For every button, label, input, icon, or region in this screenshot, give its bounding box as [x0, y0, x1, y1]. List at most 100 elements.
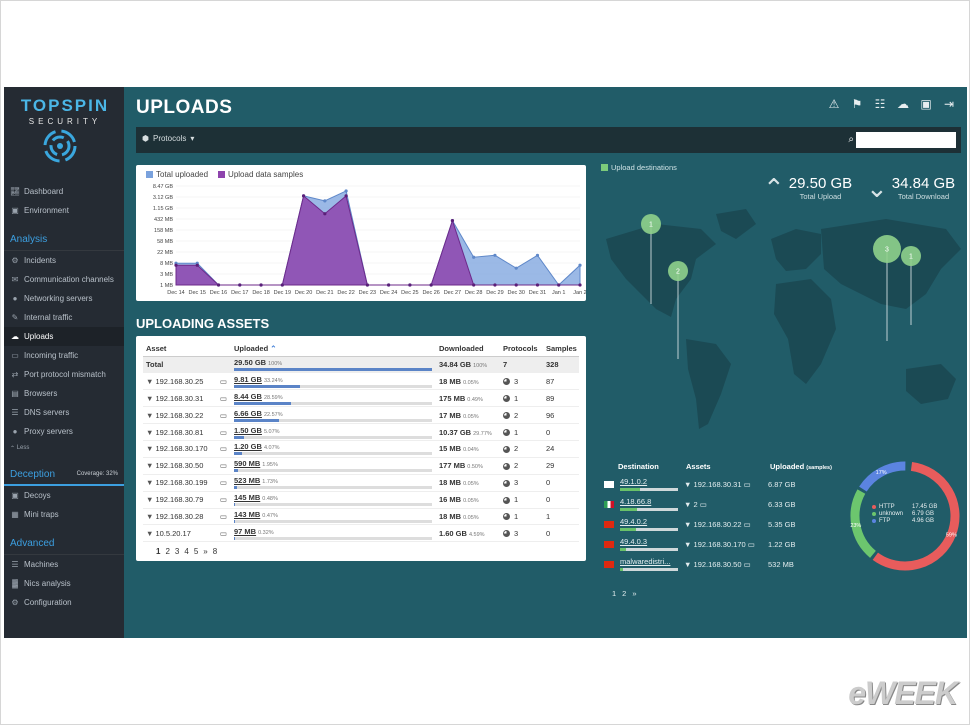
- table-row[interactable]: ▼ 192.168.30.28 ▭ 143 MB 0.47% 18 MB 0.05% 1 1: [143, 508, 579, 526]
- page-link[interactable]: 2: [165, 547, 170, 556]
- asset-cell[interactable]: ▼ 192.168.30.22 ▭: [143, 406, 231, 425]
- sidebar-item-machines[interactable]: ☰ Machines: [4, 555, 124, 574]
- data-point[interactable]: [408, 283, 412, 287]
- destination-row[interactable]: 49.1.0.2 ▼ 192.168.30.31 ▭ 6.87 GB: [600, 474, 850, 494]
- uploaded-value[interactable]: 143 MB: [234, 509, 261, 519]
- table-row[interactable]: ▼ 192.168.30.199 ▭ 523 MB 1.73% 18 MB 0.05% 3 0: [143, 474, 579, 492]
- sidebar-item-uploads[interactable]: ☁ Uploads: [4, 327, 124, 346]
- sidebar-item-browsers[interactable]: ▤ Browsers: [4, 384, 124, 403]
- donut-slice-unknown[interactable]: [850, 489, 876, 558]
- cloud-check-icon[interactable]: ☁: [897, 97, 909, 111]
- col-asset[interactable]: Asset: [143, 341, 231, 357]
- monitor-icon[interactable]: ▭: [219, 478, 227, 488]
- uploaded-value[interactable]: 97 MB: [234, 526, 257, 536]
- filter-icon[interactable]: ▼: [146, 427, 154, 437]
- data-point[interactable]: [344, 189, 348, 193]
- sidebar-item-communication-channels[interactable]: ✉ Communication channels: [4, 270, 124, 289]
- legend-upload-samples[interactable]: Upload data samples: [218, 170, 303, 179]
- data-point[interactable]: [578, 283, 582, 287]
- sidebar-item-environment[interactable]: ▣ Environment: [4, 201, 124, 220]
- search-icon[interactable]: ⌕: [848, 134, 854, 145]
- data-point[interactable]: [323, 199, 327, 203]
- donut-slice-http[interactable]: [872, 461, 960, 571]
- legend-total-uploaded[interactable]: Total uploaded: [146, 170, 208, 179]
- destination-row[interactable]: 4.18.66.8 ▼ 2 ▭ 6.33 GB: [600, 494, 850, 514]
- search-input[interactable]: [856, 132, 956, 148]
- table-row[interactable]: ▼ 192.168.30.79 ▭ 145 MB 0.48% 16 MB 0.05% 1 0: [143, 491, 579, 509]
- page-link[interactable]: 4: [184, 547, 189, 556]
- uploaded-value[interactable]: 9.81 GB: [234, 374, 262, 384]
- logout-icon[interactable]: ⇥: [943, 97, 955, 111]
- data-point[interactable]: [514, 283, 518, 287]
- col-destination[interactable]: Destination: [618, 461, 659, 471]
- data-point[interactable]: [387, 283, 391, 287]
- pie-chart-icon[interactable]: [503, 378, 510, 386]
- filter-icon[interactable]: ▼: [146, 478, 154, 488]
- page-link[interactable]: »: [203, 547, 208, 556]
- asset-cell[interactable]: ▼ 10.5.20.17 ▭: [143, 524, 231, 543]
- uploaded-value[interactable]: 590 MB: [234, 459, 261, 469]
- sidebar-item-dns-servers[interactable]: ☰ DNS servers: [4, 403, 124, 422]
- pie-chart-icon[interactable]: [503, 412, 510, 420]
- pie-chart-icon[interactable]: [503, 496, 510, 504]
- sidebar-item-proxy-servers[interactable]: ● Proxy servers: [4, 422, 124, 441]
- monitor-icon[interactable]: ▭: [219, 427, 227, 437]
- col-uploaded[interactable]: Uploaded ⌃: [231, 341, 436, 357]
- camera-icon[interactable]: ▣: [920, 97, 932, 111]
- filter-icon[interactable]: ▼: [146, 528, 154, 538]
- sidebar-item-incidents[interactable]: ⚙ Incidents: [4, 251, 124, 270]
- monitor-icon[interactable]: ▭: [219, 410, 227, 420]
- destination-marker[interactable]: [901, 246, 921, 266]
- data-point[interactable]: [450, 219, 455, 223]
- dest-asset[interactable]: 192.168.30.170: [693, 539, 746, 549]
- pie-chart-icon[interactable]: [503, 429, 510, 437]
- asset-cell[interactable]: ▼ 192.168.30.170 ▭: [143, 440, 231, 458]
- destination-link[interactable]: 4.18.66.8: [620, 497, 652, 506]
- data-point[interactable]: [578, 263, 582, 267]
- dest-asset[interactable]: 192.168.30.22: [693, 519, 742, 529]
- data-point[interactable]: [493, 283, 497, 287]
- sidebar-item-nics-analysis[interactable]: ▓ Nics analysis: [4, 574, 124, 593]
- filter-icon[interactable]: ▼: [146, 495, 154, 505]
- monitor-icon[interactable]: ▭: [219, 511, 227, 521]
- filter-icon[interactable]: ▼: [684, 519, 692, 529]
- data-point[interactable]: [301, 194, 306, 198]
- filter-icon[interactable]: ▼: [684, 499, 692, 509]
- monitor-icon[interactable]: ▭: [219, 376, 227, 386]
- monitor-icon[interactable]: ▭: [219, 444, 227, 454]
- pie-chart-icon[interactable]: [503, 462, 510, 470]
- destination-link[interactable]: 49.1.0.2: [620, 477, 648, 486]
- alert-24-icon[interactable]: ⚠: [828, 97, 840, 111]
- flag-24-icon[interactable]: ⚑: [851, 97, 863, 111]
- uploaded-value[interactable]: 8.44 GB: [234, 391, 262, 401]
- destination-link[interactable]: 49.4.0.2: [620, 517, 648, 526]
- advanced-heading[interactable]: Advanced: [4, 533, 124, 555]
- table-row[interactable]: ▼ 192.168.30.81 ▭ 1.50 GB 5.07% 10.37 GB 29.77…: [143, 423, 579, 441]
- dest-asset[interactable]: 192.168.30.31: [693, 479, 742, 489]
- data-point[interactable]: [280, 283, 284, 287]
- asset-cell[interactable]: ▼ 192.168.30.81 ▭: [143, 423, 231, 441]
- monitor-icon[interactable]: ▭: [747, 539, 755, 549]
- asset-cell[interactable]: ▼ 192.168.30.31 ▭: [143, 389, 231, 408]
- page-link[interactable]: 5: [193, 547, 199, 556]
- donut-slice-ftp[interactable]: [859, 461, 906, 492]
- destination-link[interactable]: malwaredistri...: [620, 557, 671, 566]
- pie-chart-icon[interactable]: [503, 479, 510, 487]
- pie-chart-icon[interactable]: [503, 395, 510, 403]
- table-row[interactable]: ▼ 192.168.30.25 ▭ 9.81 GB 33.24% 18 MB 0.05% 3 8…: [143, 372, 579, 391]
- pie-chart-icon[interactable]: [503, 530, 510, 538]
- col-samples[interactable]: Samples: [543, 341, 579, 357]
- data-point[interactable]: [323, 212, 327, 216]
- data-point[interactable]: [535, 283, 540, 287]
- report-icon[interactable]: ☷: [874, 97, 886, 111]
- col-protocols[interactable]: Protocols: [500, 341, 543, 357]
- filter-icon[interactable]: ▼: [146, 461, 154, 471]
- monitor-icon[interactable]: ▭: [219, 495, 227, 505]
- col-downloaded[interactable]: Downloaded: [436, 341, 500, 357]
- filter-icon[interactable]: ▼: [684, 479, 692, 489]
- page-link[interactable]: 1: [612, 589, 617, 598]
- page-link[interactable]: 2: [622, 589, 627, 598]
- destination-row[interactable]: 49.4.0.2 ▼ 192.168.30.22 ▭ 5.35 GB: [600, 514, 850, 534]
- destination-marker[interactable]: [641, 214, 661, 234]
- data-point[interactable]: [535, 253, 540, 257]
